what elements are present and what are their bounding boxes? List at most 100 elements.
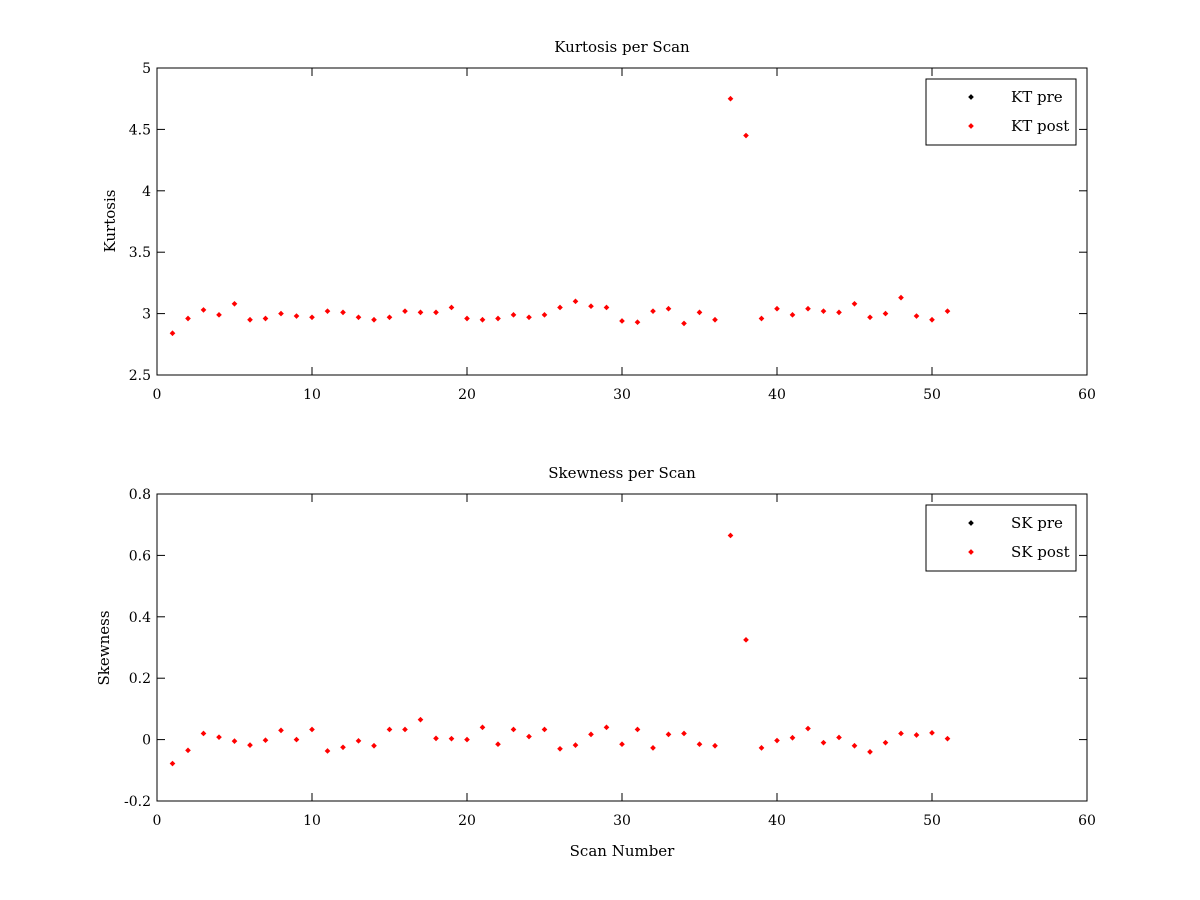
data-point [867, 314, 873, 321]
data-point [743, 132, 749, 139]
data-point [929, 730, 935, 736]
x-tick-label: 30 [613, 813, 631, 829]
data-point [247, 316, 253, 323]
data-point [293, 313, 300, 319]
data-point [727, 95, 734, 102]
x-tick-label: 40 [768, 813, 786, 829]
data-point [200, 307, 207, 313]
legend-label: KT post [1011, 117, 1069, 135]
data-point [650, 308, 656, 314]
data-point [944, 308, 951, 314]
y-tick-label: -0.2 [124, 794, 151, 810]
data-point [495, 741, 501, 748]
y-tick-label: 0.4 [129, 610, 151, 626]
y-axis-label: Skewness [95, 610, 113, 685]
data-point [309, 726, 315, 733]
data-point [619, 318, 625, 324]
x-tick-label: 40 [768, 387, 786, 403]
legend-box [925, 78, 1077, 146]
data-point [309, 314, 315, 321]
data-point [851, 742, 858, 749]
data-point [774, 305, 780, 312]
data-point [929, 316, 935, 323]
data-point [712, 742, 718, 749]
data-point [464, 736, 470, 743]
data-point [340, 744, 346, 751]
data-point [262, 315, 269, 322]
x-tick-label: 20 [458, 813, 476, 829]
y-tick-label: 0.2 [129, 671, 151, 687]
data-point [247, 742, 253, 748]
data-point [913, 313, 920, 319]
data-point [417, 309, 424, 316]
data-point [727, 532, 734, 539]
data-point [681, 320, 687, 327]
data-point [898, 730, 904, 737]
legend-label: SK pre [1011, 514, 1063, 532]
data-point [216, 311, 222, 318]
y-axis-label: Kurtosis [101, 190, 119, 253]
data-point [185, 315, 191, 322]
chart-title: Skewness per Scan [548, 464, 696, 482]
y-tick-label: 0.6 [129, 548, 151, 564]
data-point [557, 304, 563, 311]
plot-area [169, 95, 951, 337]
x-tick-label: 20 [458, 387, 476, 403]
legend-box [925, 504, 1077, 572]
y-tick-label: 0.8 [129, 487, 151, 503]
data-point [324, 308, 331, 314]
data-point [805, 725, 811, 732]
data-point [603, 304, 610, 311]
data-point [774, 737, 780, 744]
y-tick-label: 2.5 [129, 368, 151, 384]
data-point [448, 304, 455, 311]
x-tick-label: 0 [153, 813, 162, 829]
data-point [293, 736, 300, 743]
data-point [262, 737, 269, 744]
legend-marker [968, 94, 974, 100]
data-point [169, 760, 176, 767]
data-point [185, 747, 191, 754]
data-point [479, 724, 486, 731]
data-point [634, 726, 641, 733]
data-point [510, 726, 517, 733]
data-point [526, 314, 532, 321]
data-point [541, 726, 548, 733]
data-point [805, 305, 811, 312]
x-tick-label: 50 [923, 813, 941, 829]
data-point [386, 314, 393, 321]
data-point [836, 309, 842, 316]
skewness-subplot: Skewness per Scan Skewness Scan Number 0… [95, 464, 1096, 860]
data-point [402, 726, 408, 733]
data-point [433, 735, 439, 742]
legend-label: SK post [1011, 543, 1070, 561]
data-point [386, 726, 393, 733]
y-tick-label: 5 [142, 61, 151, 77]
legend: KT pre KT post [925, 78, 1077, 146]
data-point [650, 745, 656, 751]
legend: SK pre SK post [925, 504, 1077, 572]
data-point [789, 734, 796, 741]
plot-area [169, 532, 951, 767]
data-point [882, 739, 889, 746]
y-tick-label: 3 [142, 307, 151, 323]
data-point [402, 308, 408, 314]
data-point [324, 748, 331, 754]
data-point [572, 298, 579, 305]
data-point [851, 300, 858, 307]
data-point [169, 330, 176, 337]
data-point [758, 745, 765, 751]
data-point [603, 724, 610, 731]
chart-title: Kurtosis per Scan [554, 38, 690, 56]
data-point [340, 309, 346, 316]
y-tick-label: 0 [142, 733, 151, 749]
legend-marker [968, 520, 974, 526]
legend-marker [968, 549, 974, 555]
data-point [882, 310, 889, 317]
data-point [758, 315, 765, 322]
data-point [541, 311, 548, 318]
data-point [712, 316, 718, 323]
x-tick-label: 10 [303, 813, 321, 829]
data-point [836, 734, 842, 741]
